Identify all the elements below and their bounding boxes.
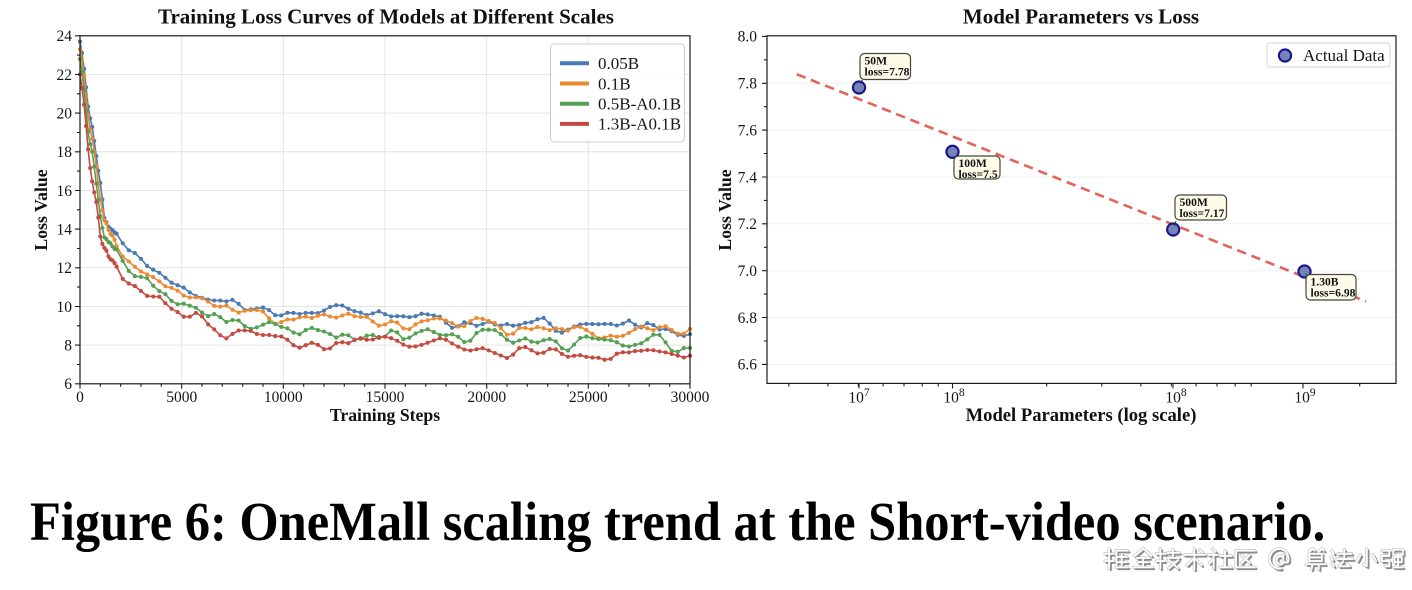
svg-text:14: 14 xyxy=(57,221,73,238)
svg-text:25000: 25000 xyxy=(569,389,608,406)
svg-text:100M: 100M xyxy=(959,157,987,170)
svg-text:Training Steps: Training Steps xyxy=(330,405,440,425)
svg-text:Loss Value: Loss Value xyxy=(31,169,51,250)
svg-text:Model Parameters (log scale): Model Parameters (log scale) xyxy=(966,405,1197,426)
svg-text:0.5B-A0.1B: 0.5B-A0.1B xyxy=(598,95,681,114)
svg-text:10: 10 xyxy=(57,299,73,316)
svg-text:8.0: 8.0 xyxy=(738,29,758,46)
svg-text:Figure 6: OneMall scaling tren: Figure 6: OneMall scaling trend at the S… xyxy=(30,492,1325,552)
svg-text:loss=6.98: loss=6.98 xyxy=(1311,286,1356,299)
svg-text:Training Loss Curves of Models: Training Loss Curves of Models at Differ… xyxy=(158,5,614,29)
svg-text:1.30B: 1.30B xyxy=(1311,276,1339,289)
svg-text:12: 12 xyxy=(57,260,73,277)
svg-text:20: 20 xyxy=(57,105,73,122)
svg-text:7.0: 7.0 xyxy=(738,263,758,280)
svg-text:50M: 50M xyxy=(865,55,888,68)
svg-text:7.2: 7.2 xyxy=(738,216,757,233)
svg-text:7.8: 7.8 xyxy=(738,76,758,93)
svg-text:500M: 500M xyxy=(1180,196,1208,209)
svg-text:7.6: 7.6 xyxy=(738,122,758,139)
svg-text:loss=7.5: loss=7.5 xyxy=(959,168,998,181)
svg-text:15000: 15000 xyxy=(366,389,405,406)
svg-text:7.4: 7.4 xyxy=(738,169,758,186)
svg-text:16: 16 xyxy=(57,183,73,200)
svg-text:1.3B-A0.1B: 1.3B-A0.1B xyxy=(598,115,681,134)
svg-text:5000: 5000 xyxy=(166,389,197,406)
svg-text:6.8: 6.8 xyxy=(738,310,758,327)
svg-text:22: 22 xyxy=(57,67,73,84)
svg-text:8: 8 xyxy=(64,337,72,354)
svg-text:Loss Value: Loss Value xyxy=(715,169,735,250)
svg-text:0.1B: 0.1B xyxy=(598,74,631,93)
svg-text:18: 18 xyxy=(57,144,73,161)
svg-text:loss=7.78: loss=7.78 xyxy=(865,65,910,78)
svg-text:0.05B: 0.05B xyxy=(598,54,639,73)
svg-text:Actual Data: Actual Data xyxy=(1303,46,1385,65)
svg-text:loss=7.17: loss=7.17 xyxy=(1180,207,1225,220)
svg-text:30000: 30000 xyxy=(671,389,710,406)
svg-text:10000: 10000 xyxy=(264,389,303,406)
svg-text:6.6: 6.6 xyxy=(738,357,758,374)
svg-text:Model Parameters vs Loss: Model Parameters vs Loss xyxy=(963,5,1199,29)
svg-text:0: 0 xyxy=(76,389,84,406)
svg-text:6: 6 xyxy=(64,376,72,393)
svg-text:20000: 20000 xyxy=(467,389,506,406)
svg-text:24: 24 xyxy=(57,28,73,45)
